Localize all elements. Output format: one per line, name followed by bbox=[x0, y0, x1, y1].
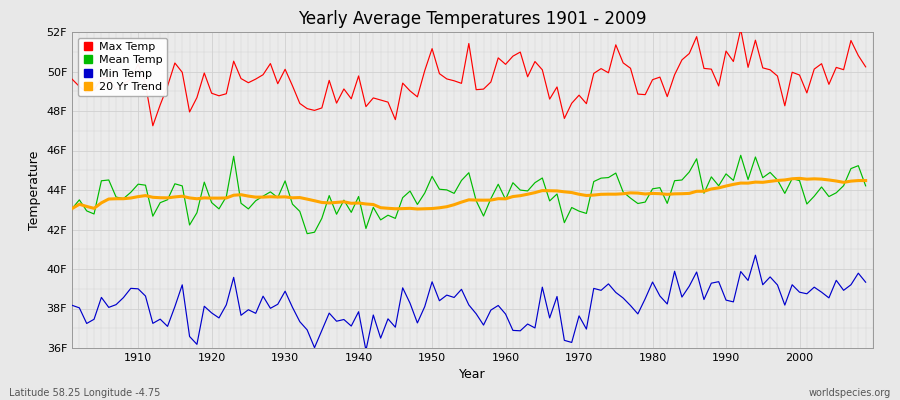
Y-axis label: Temperature: Temperature bbox=[28, 150, 41, 230]
X-axis label: Year: Year bbox=[459, 368, 486, 382]
Text: Latitude 58.25 Longitude -4.75: Latitude 58.25 Longitude -4.75 bbox=[9, 388, 160, 398]
Title: Yearly Average Temperatures 1901 - 2009: Yearly Average Temperatures 1901 - 2009 bbox=[298, 10, 647, 28]
Legend: Max Temp, Mean Temp, Min Temp, 20 Yr Trend: Max Temp, Mean Temp, Min Temp, 20 Yr Tre… bbox=[77, 38, 166, 96]
Text: worldspecies.org: worldspecies.org bbox=[809, 388, 891, 398]
